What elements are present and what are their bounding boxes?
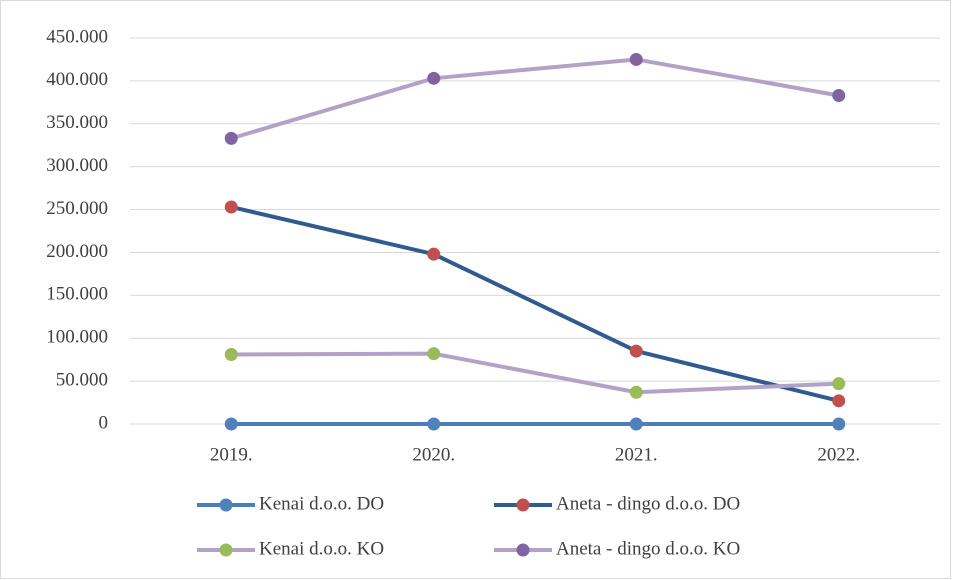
data-point — [832, 377, 846, 391]
y-tick-label: 100.000 — [46, 327, 108, 348]
legend-marker — [219, 543, 233, 557]
data-point — [832, 394, 846, 408]
y-tick-label: 400.000 — [46, 69, 108, 90]
data-point — [427, 417, 441, 431]
y-tick-label: 0 — [99, 412, 109, 433]
y-tick-label: 50.000 — [56, 369, 108, 390]
data-point — [427, 347, 441, 361]
x-tick-label: 2021. — [615, 444, 658, 465]
x-tick-label: 2022. — [817, 444, 860, 465]
legend-label: Kenai d.o.o. DO — [259, 493, 384, 514]
y-tick-label: 200.000 — [46, 241, 108, 262]
y-tick-label: 350.000 — [46, 112, 108, 133]
y-tick-label: 250.000 — [46, 198, 108, 219]
series-line — [230, 57, 840, 141]
legend-marker — [219, 498, 233, 512]
y-tick-label: 300.000 — [46, 155, 108, 176]
x-tick-label: 2020. — [412, 444, 455, 465]
data-point — [832, 88, 846, 102]
legend-marker — [516, 498, 530, 512]
legend-label: Aneta - dingo d.o.o. KO — [556, 538, 740, 559]
data-point — [427, 247, 441, 261]
data-point — [629, 344, 643, 358]
data-point — [832, 417, 846, 431]
legend-label: Kenai d.o.o. KO — [259, 538, 384, 559]
legend-marker — [516, 543, 530, 557]
data-point — [427, 71, 441, 85]
data-point — [224, 200, 238, 214]
y-tick-label: 450.000 — [46, 26, 108, 47]
series-line — [230, 205, 840, 403]
data-point — [224, 348, 238, 362]
data-point — [629, 417, 643, 431]
legend-label: Aneta - dingo d.o.o. DO — [556, 493, 740, 514]
data-point — [224, 417, 238, 431]
x-tick-label: 2019. — [210, 444, 253, 465]
data-point — [629, 52, 643, 66]
series-line — [231, 351, 839, 395]
y-tick-label: 150.000 — [46, 284, 108, 305]
data-point — [224, 131, 238, 145]
data-point — [629, 385, 643, 399]
